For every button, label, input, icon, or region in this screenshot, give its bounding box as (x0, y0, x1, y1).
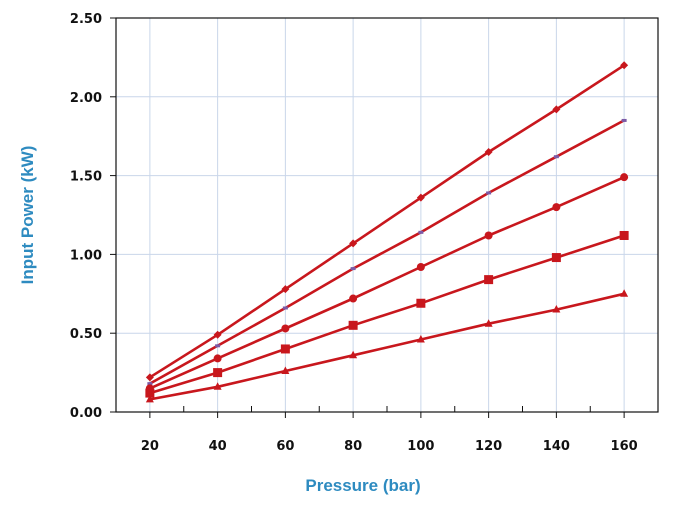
gridlines (116, 18, 658, 412)
series-1-point (281, 285, 290, 294)
series-3-point (213, 354, 222, 363)
series-5-point (620, 289, 629, 297)
plot-frame (115, 17, 659, 413)
series-5-point (349, 350, 358, 359)
series-2-point (621, 118, 627, 122)
series-2-point (486, 191, 492, 195)
x-tick-label: 40 (209, 439, 227, 454)
y-tick-label: 2.00 (70, 91, 102, 106)
series-5-line (149, 292, 625, 401)
series-5-point (281, 366, 290, 375)
series-3-point (416, 263, 425, 272)
series-3-point (281, 324, 290, 333)
y-tick-label: 2.50 (70, 12, 102, 27)
x-tick-label: 160 (611, 439, 638, 454)
series-4-point (145, 388, 155, 398)
x-tick-labels: 20 40 60 80 100 120 140 160 (141, 439, 638, 454)
y-tick-label: 1.50 (70, 170, 102, 185)
y-tick-label: 0.00 (70, 406, 102, 421)
series-2-point (350, 267, 356, 271)
y-axis-title: Input Power (kW) (18, 146, 37, 285)
series-4-point (213, 368, 223, 378)
series-3-point (620, 173, 629, 182)
series-1-line (149, 64, 625, 379)
series-1-point (145, 373, 154, 382)
series-5-point (552, 305, 561, 313)
series-1-point (349, 239, 358, 248)
series-2-point (418, 230, 424, 234)
series-5-point (484, 319, 493, 327)
series-2-line (149, 119, 625, 385)
series-layer (145, 61, 629, 403)
ticks-layer (110, 17, 625, 418)
series-1-point (213, 330, 222, 339)
series-2-point (553, 155, 559, 159)
series-5-point (416, 335, 425, 343)
y-tick-labels: 0.00 0.50 1.00 1.50 2.00 2.50 (70, 12, 102, 421)
x-tick-label: 100 (407, 439, 434, 454)
series-4-point (484, 275, 494, 285)
series-5-point (213, 382, 222, 390)
x-tick-label: 140 (543, 439, 570, 454)
series-4-point (348, 320, 358, 330)
x-tick-label: 120 (475, 439, 502, 454)
series-2-point (282, 306, 288, 310)
series-3-point (349, 294, 358, 303)
x-axis-title: Pressure (bar) (305, 476, 420, 495)
y-tick-label: 1.00 (70, 248, 102, 263)
series-1-point (620, 61, 629, 70)
series-5-point (145, 394, 154, 403)
series-4-point (619, 230, 629, 240)
series-2-point (147, 382, 153, 386)
series-1-point (552, 105, 561, 114)
x-tick-label: 60 (276, 439, 294, 454)
series-4-point (280, 344, 290, 354)
series-1-point (416, 193, 425, 202)
x-tick-label: 20 (141, 439, 159, 454)
series-3-point (484, 231, 493, 240)
series-4-point (416, 298, 426, 308)
series-3-point (552, 203, 561, 212)
series-1-point (484, 147, 493, 156)
x-tick-label: 80 (344, 439, 362, 454)
series-2-point (215, 344, 221, 348)
y-tick-label: 0.50 (70, 327, 102, 342)
series-4-point (551, 253, 561, 263)
series-3-line (149, 176, 625, 390)
series-4-line (149, 234, 625, 395)
